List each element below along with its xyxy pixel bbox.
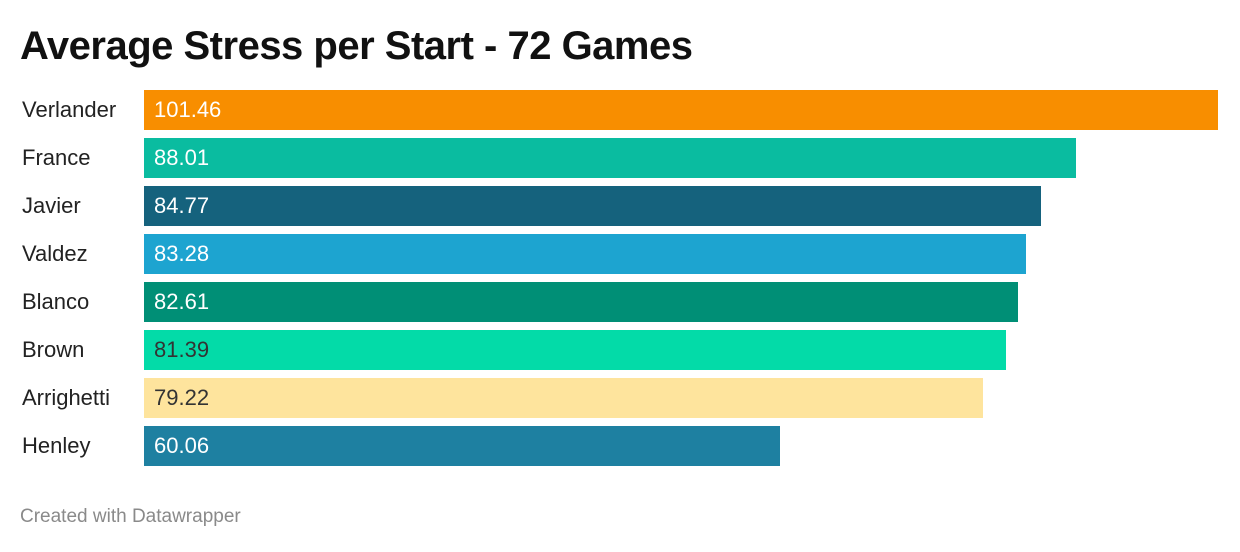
category-label: Arrighetti — [22, 385, 111, 410]
category-label: Brown — [22, 337, 85, 362]
bar: 81.39 — [144, 330, 1006, 370]
bar-value-label: 82.61 — [154, 289, 210, 314]
bar-row-javier: Javier 84.77 — [0, 186, 1240, 226]
bar-row-brown: Brown 81.39 — [0, 330, 1240, 370]
bar: 60.06 — [144, 426, 780, 466]
bar-row-valdez: Valdez 83.28 — [0, 234, 1240, 274]
bar-value-label: 88.01 — [154, 145, 210, 170]
category-label: Javier — [22, 193, 81, 218]
bar: 88.01 — [144, 138, 1076, 178]
bar: 83.28 — [144, 234, 1026, 274]
bar-value-label: 101.46 — [154, 97, 222, 122]
footer-credit: Created with Datawrapper — [20, 506, 241, 527]
category-label: Verlander — [22, 97, 117, 122]
bar: 84.77 — [144, 186, 1041, 226]
chart-title: Average Stress per Start - 72 Games — [20, 24, 693, 68]
bar-row-blanco: Blanco 82.61 — [0, 282, 1240, 322]
bar: 79.22 — [144, 378, 983, 418]
category-label: Blanco — [22, 289, 90, 314]
bar: 82.61 — [144, 282, 1018, 322]
bar-value-label: 79.22 — [154, 385, 210, 410]
bar-value-label: 83.28 — [154, 241, 210, 266]
bar-row-france: France 88.01 — [0, 138, 1240, 178]
bar-row-verlander: Verlander 101.46 — [0, 90, 1240, 130]
bar-row-henley: Henley 60.06 — [0, 426, 1240, 466]
bar-row-arrighetti: Arrighetti 79.22 — [0, 378, 1240, 418]
bar-value-label: 81.39 — [154, 337, 210, 362]
category-label: France — [22, 145, 91, 170]
bar: 101.46 — [144, 90, 1218, 130]
category-label: Henley — [22, 433, 91, 458]
category-label: Valdez — [22, 241, 88, 266]
bar-value-label: 84.77 — [154, 193, 210, 218]
bar-value-label: 60.06 — [154, 433, 210, 458]
